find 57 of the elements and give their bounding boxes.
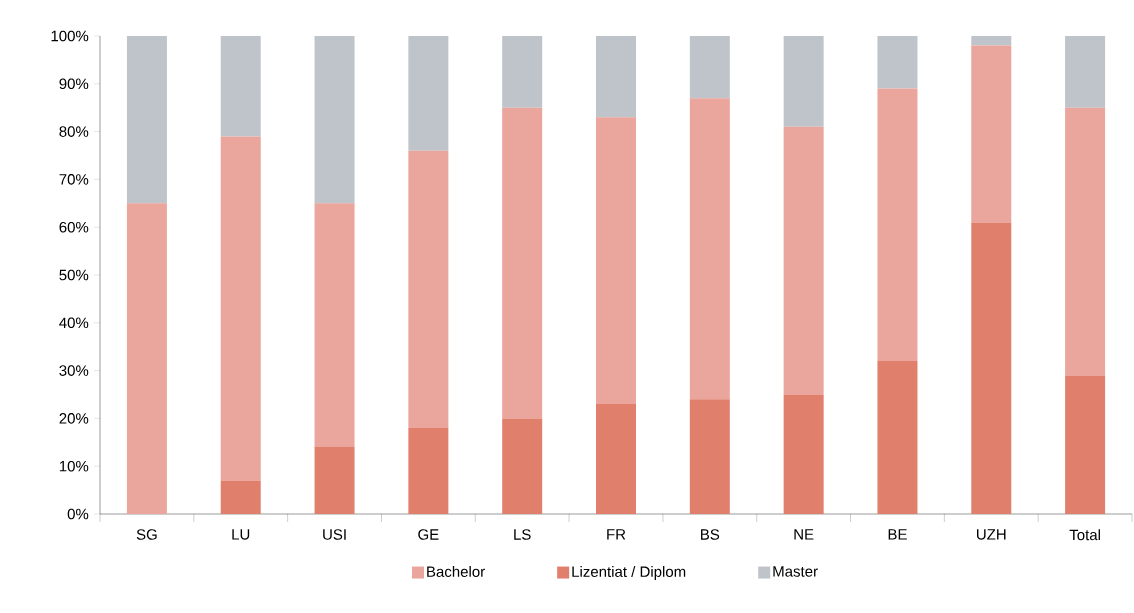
bar: [971, 36, 1012, 46]
bar: [408, 150, 449, 428]
legend-label: Bachelor: [427, 565, 485, 577]
x-tick-label: NE: [794, 529, 814, 540]
bar: [408, 36, 449, 151]
bar: [783, 36, 824, 127]
bar: [596, 404, 636, 514]
bar: [1065, 107, 1106, 376]
y-tick-label: 0%: [67, 508, 89, 520]
bar: [783, 126, 824, 395]
bar: [126, 203, 167, 514]
x-tick-label: LS: [514, 529, 531, 540]
y-tick-label: 10%: [59, 460, 89, 472]
x-tick-label: FR: [607, 529, 626, 540]
bar: [877, 36, 918, 89]
bar: [689, 98, 730, 400]
y-tick-label: 100%: [51, 30, 89, 42]
bar: [971, 222, 1012, 514]
bar: [502, 418, 543, 514]
y-tick-label: 90%: [59, 78, 89, 90]
bar: [596, 36, 636, 118]
x-tick-label: Total: [1069, 529, 1100, 541]
x-tick-label: BS: [701, 529, 720, 540]
bar: [408, 427, 449, 514]
bar: [689, 399, 730, 514]
bar: [971, 45, 1012, 223]
y-tick-label: 60%: [59, 221, 89, 233]
bar: [126, 36, 167, 204]
bar: [220, 136, 261, 481]
x-tick-label: USI: [323, 529, 346, 540]
bar: [314, 447, 355, 514]
bar: [220, 36, 261, 137]
bar: [314, 203, 355, 448]
bar: [877, 361, 918, 514]
y-tick-label: 70%: [59, 174, 89, 185]
y-tick-label: 40%: [59, 317, 89, 329]
bar: [314, 36, 355, 204]
bar: [596, 117, 636, 405]
legend-label: Master: [773, 566, 818, 577]
x-tick-label: LU: [232, 529, 250, 540]
bar: [1065, 36, 1106, 108]
bar: [220, 480, 261, 514]
bar: [689, 36, 730, 99]
y-tick-label: 50%: [59, 269, 89, 281]
bar: [502, 107, 543, 419]
y-tick-label: 20%: [59, 413, 89, 424]
y-tick-label: 80%: [59, 126, 89, 137]
y-tick-label: 30%: [59, 365, 89, 376]
x-tick-label: GE: [418, 529, 439, 540]
legend-label: Lizentiat / Diplom: [572, 565, 686, 580]
x-tick-label: BE: [888, 529, 907, 540]
bar: [783, 394, 824, 514]
bar: [502, 36, 543, 108]
bar: [1065, 375, 1106, 514]
x-tick-label: SG: [136, 529, 157, 540]
x-tick-label: UZH: [977, 529, 1006, 540]
bar: [877, 88, 918, 362]
